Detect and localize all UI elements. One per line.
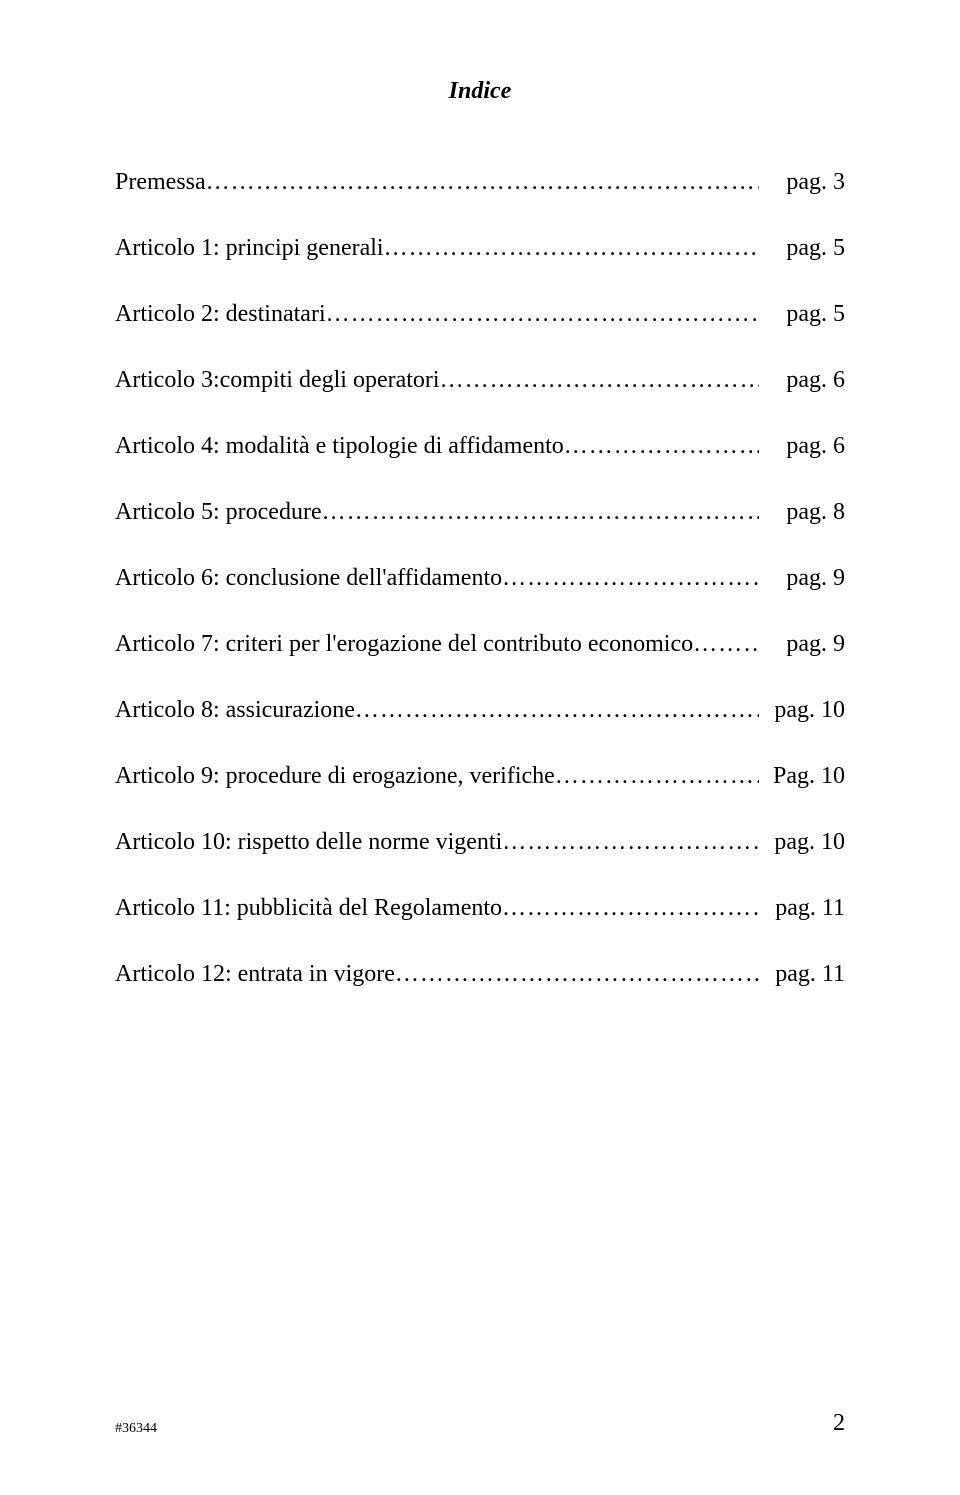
- toc-page: pag. 5: [759, 233, 845, 263]
- toc-page: pag. 10: [759, 827, 845, 857]
- toc-leader: [555, 761, 759, 791]
- toc-label: Articolo 11: pubblicità del Regolamento: [115, 893, 502, 923]
- toc-page: Pag. 10: [759, 761, 845, 791]
- toc-label: Articolo 12: entrata in vigore: [115, 959, 395, 989]
- toc-row: Articolo 5: procedure pag. 8: [115, 497, 845, 527]
- toc-page: pag. 9: [759, 563, 845, 593]
- toc-page: pag. 10: [759, 695, 845, 725]
- toc-leader: [502, 893, 759, 923]
- toc-row: Articolo 3:compiti degli operatori pag. …: [115, 365, 845, 395]
- toc-leader: [326, 299, 759, 329]
- toc-page: pag. 9: [759, 629, 845, 659]
- page-title: Indice: [115, 78, 845, 105]
- toc-label: Articolo 1: principi generali: [115, 233, 384, 263]
- toc-leader: [322, 497, 759, 527]
- toc-page: pag. 11: [759, 893, 845, 923]
- toc-label: Articolo 4: modalità e tipologie di affi…: [115, 431, 564, 461]
- toc-row: Articolo 9: procedure di erogazione, ver…: [115, 761, 845, 791]
- toc-row: Articolo 12: entrata in vigore pag. 11: [115, 959, 845, 989]
- toc-label: Articolo 3:compiti degli operatori: [115, 365, 440, 395]
- toc-label: Articolo 8: assicurazione: [115, 695, 355, 725]
- toc-row: Articolo 10: rispetto delle norme vigent…: [115, 827, 845, 857]
- toc-row: Articolo 8: assicurazione pag. 10: [115, 695, 845, 725]
- toc-label: Articolo 10: rispetto delle norme vigent…: [115, 827, 502, 857]
- footer-page-number: 2: [833, 1410, 845, 1437]
- toc-row: Articolo 2: destinatari pag. 5: [115, 299, 845, 329]
- toc-leader: [395, 959, 759, 989]
- toc-row: Articolo 7: criteri per l'erogazione del…: [115, 629, 845, 659]
- toc-label: Premessa: [115, 167, 206, 197]
- toc-page: pag. 6: [759, 365, 845, 395]
- toc-leader: [206, 167, 759, 197]
- toc-leader: [502, 563, 759, 593]
- toc-leader: [355, 695, 759, 725]
- toc-page: pag. 6: [759, 431, 845, 461]
- toc-leader: [693, 629, 759, 659]
- toc-leader: [384, 233, 759, 263]
- toc-row: Articolo 11: pubblicità del Regolamento …: [115, 893, 845, 923]
- toc-row: Articolo 4: modalità e tipologie di affi…: [115, 431, 845, 461]
- toc-label: Articolo 9: procedure di erogazione, ver…: [115, 761, 555, 791]
- footer-doc-id: #36344: [115, 1421, 157, 1437]
- toc-page: pag. 5: [759, 299, 845, 329]
- toc-leader: [440, 365, 759, 395]
- toc-page: pag. 11: [759, 959, 845, 989]
- toc-page: pag. 8: [759, 497, 845, 527]
- toc-label: Articolo 5: procedure: [115, 497, 322, 527]
- toc-leader: [564, 431, 759, 461]
- document-page: Indice Premessa pag. 3 Articolo 1: princ…: [0, 0, 960, 1495]
- toc-label: Articolo 2: destinatari: [115, 299, 326, 329]
- toc-row: Premessa pag. 3: [115, 167, 845, 197]
- toc-label: Articolo 6: conclusione dell'affidamento: [115, 563, 502, 593]
- toc-leader: [502, 827, 759, 857]
- toc-page: pag. 3: [759, 167, 845, 197]
- toc-row: Articolo 1: principi generali pag. 5: [115, 233, 845, 263]
- toc-row: Articolo 6: conclusione dell'affidamento…: [115, 563, 845, 593]
- toc-label: Articolo 7: criteri per l'erogazione del…: [115, 629, 693, 659]
